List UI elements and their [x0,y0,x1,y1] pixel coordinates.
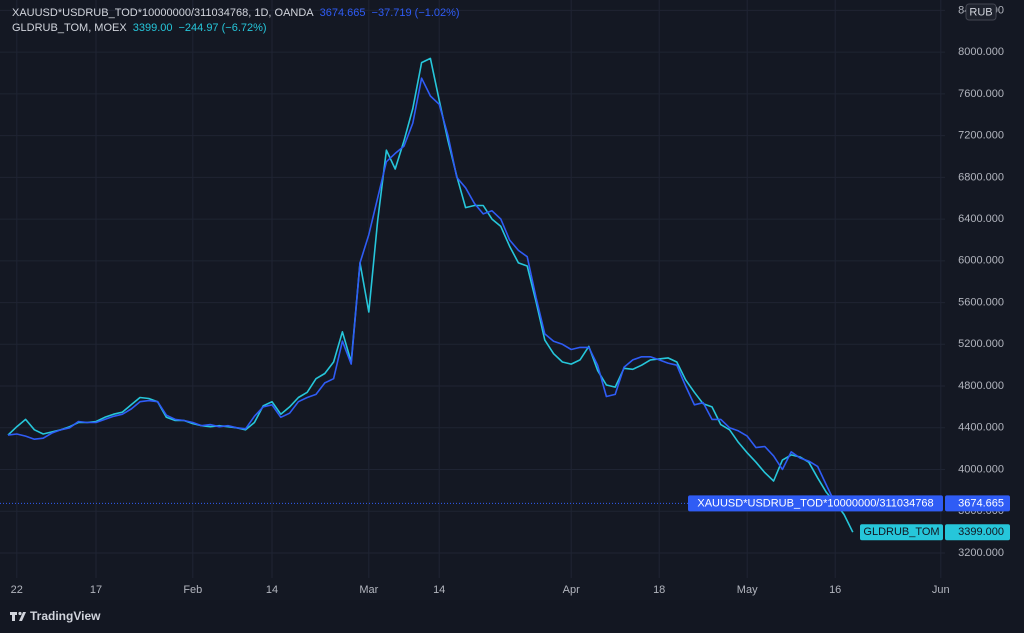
legend: XAUUSD*USDRUB_TOD*10000000/311034768, 1D… [12,6,466,36]
series-badge-label: XAUUSD*USDRUB_TOD*10000000/311034768 [697,497,933,509]
x-tick-label: 17 [90,584,102,596]
footer [0,600,1024,633]
y-tick-label: 8000.000 [958,46,1004,58]
axes: 3200.0003600.0004000.0004400.0004800.000… [11,3,1010,596]
y-tick-label: 6800.000 [958,171,1004,183]
currency-label: RUB [969,6,992,18]
series-line [7,77,836,504]
x-tick-label: 14 [433,584,445,596]
x-tick-label: 14 [266,584,278,596]
x-tick-label: Mar [359,584,378,596]
price-badge [945,524,1010,541]
legend-change: −37.719 (−1.02%) [371,7,460,19]
y-tick-label: 7200.000 [958,130,1004,142]
y-tick-label: 4000.000 [958,463,1004,475]
brand-logo [10,611,26,621]
y-tick-label: 5600.000 [958,296,1004,308]
x-tick-label: 16 [829,584,841,596]
y-tick-label: 5200.000 [958,338,1004,350]
series-badge [688,495,943,512]
y-tick-label: 3200.000 [958,547,1004,559]
series-badge [860,524,943,541]
legend-value: 3399.00 [132,22,173,34]
plot-area [0,57,945,533]
y-tick-label: 6400.000 [958,213,1004,225]
grid [0,0,945,578]
brand: TradingView [30,609,101,623]
y-tick-label: 6000.000 [958,255,1004,267]
legend-change: −244.97 (−6.72%) [178,22,267,34]
legend-row: XAUUSD*USDRUB_TOD*10000000/311034768, 1D… [12,6,466,21]
x-tick-label: May [737,584,758,596]
x-tick-label: Jun [932,584,950,596]
price-badge-label: 3674.665 [958,497,1004,509]
legend-value: 3674.665 [319,7,366,19]
series-badge-label: GLDRUB_TOM [863,526,939,538]
legend-row: GLDRUB_TOM, MOEX 3399.00 −244.97 (−6.72%) [12,21,466,36]
x-tick-label: 22 [11,584,23,596]
legend-title: XAUUSD*USDRUB_TOD*10000000/311034768, 1D… [12,7,314,19]
y-tick-label: 4800.000 [958,380,1004,392]
y-tick-label: 7600.000 [958,88,1004,100]
price-badge-label: 3399.000 [958,526,1004,538]
currency-badge [965,3,997,21]
x-tick-label: 18 [653,584,665,596]
series-line [7,57,854,533]
x-tick-label: Feb [183,584,202,596]
legend-title: GLDRUB_TOM, MOEX [12,22,127,34]
price-badge [945,495,1010,512]
y-tick-label: 4400.000 [958,422,1004,434]
x-tick-label: Apr [563,584,580,596]
